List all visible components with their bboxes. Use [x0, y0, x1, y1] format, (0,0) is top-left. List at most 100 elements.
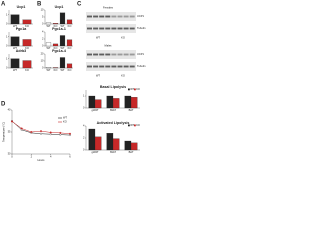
bar	[66, 63, 73, 69]
y-tick-label: 2	[83, 136, 85, 140]
page: {"panel_labels": ["A", "B", "C", "D"], "…	[1, 1, 146, 163]
legend-swatch	[134, 88, 136, 91]
x-tick-label: KO	[54, 46, 58, 50]
chart-title: Pgc1a	[16, 27, 28, 31]
point	[40, 132, 42, 135]
bar	[124, 95, 132, 109]
point	[20, 127, 23, 130]
bar	[59, 35, 66, 47]
bar	[66, 19, 73, 25]
bar	[112, 138, 120, 151]
legend-swatch	[134, 124, 136, 127]
point	[30, 131, 33, 133]
blot-band	[129, 15, 135, 18]
x-tick-label: KO	[25, 46, 29, 50]
x-tick-label: WT	[60, 68, 64, 72]
band-label: Tubulin	[137, 26, 146, 30]
blot-band	[93, 65, 99, 68]
panel-label: C	[77, 2, 82, 8]
bar	[59, 57, 66, 69]
y-tick-label: 20	[41, 52, 44, 56]
blot-band	[93, 53, 99, 56]
lane-label: WT	[96, 36, 100, 40]
lane-label: WT	[96, 74, 100, 78]
blot-band	[99, 15, 105, 18]
y-tick-label: 4	[83, 124, 85, 128]
point	[11, 120, 13, 123]
blot-band	[129, 27, 135, 30]
bar	[124, 140, 132, 151]
bar	[45, 67, 52, 69]
blot-band	[129, 53, 135, 56]
x-tick-label: WT	[60, 24, 64, 28]
point	[49, 131, 52, 134]
y-tick-label: 10	[41, 59, 44, 63]
y-tick-label: 0	[42, 66, 44, 70]
y-tick-label: 4	[42, 30, 44, 34]
x-tick-label: KO	[68, 68, 72, 72]
bar	[88, 95, 96, 109]
blot-band	[117, 15, 123, 18]
x-tick-label: iWAT	[110, 150, 116, 154]
legend-label: WT	[130, 123, 134, 127]
blot-group-label: Females	[103, 6, 114, 10]
y-tick-label: 0	[6, 66, 8, 70]
chart-title: Basal Lipolysis	[100, 85, 126, 89]
bar	[45, 42, 52, 47]
point	[49, 133, 52, 136]
x-tick-label: BAT	[129, 108, 134, 112]
blot-band	[117, 53, 123, 56]
y-tick-label: 0	[83, 106, 85, 110]
y-tick-label: 40	[8, 108, 11, 112]
blot-band	[105, 15, 111, 18]
x-tick-label: WT	[13, 24, 17, 28]
blot-band	[99, 53, 105, 56]
y-tick-label: 5	[42, 15, 44, 19]
bar	[22, 19, 32, 25]
x-tick-label: 2	[31, 154, 33, 158]
y-tick-label: 0	[42, 22, 44, 26]
blot-band	[117, 27, 123, 30]
legend-label: KO	[136, 123, 140, 127]
blot-band	[117, 65, 123, 68]
x-tick-label: 4	[50, 154, 52, 158]
y-tick-label: 0	[83, 148, 85, 152]
legend-swatch	[128, 124, 130, 127]
x-tick-label: KO	[68, 24, 72, 28]
y-tick-label: 2	[42, 37, 44, 41]
blot-background	[86, 62, 136, 71]
point	[59, 133, 62, 136]
legend-label: WT	[130, 87, 134, 91]
point	[40, 130, 42, 133]
bar	[112, 98, 120, 109]
point	[59, 131, 62, 134]
x-axis-label: Hours	[38, 158, 46, 162]
bar	[52, 23, 59, 25]
bar	[66, 39, 73, 47]
blot-background	[86, 12, 136, 21]
blot-band	[87, 15, 92, 18]
y-tick-label: 1	[6, 12, 8, 16]
bar	[10, 58, 20, 69]
blot-band	[111, 27, 117, 30]
x-tick-label: KO	[25, 24, 29, 28]
bar	[45, 22, 52, 25]
blot-background	[86, 24, 136, 33]
blot-band	[123, 27, 129, 30]
bar	[10, 36, 20, 47]
x-tick-label: WT	[46, 24, 50, 28]
blot-band	[111, 65, 117, 68]
bar	[52, 43, 59, 47]
chart-title: Pgc1a-4	[52, 49, 66, 53]
x-tick-label: BAT	[129, 150, 134, 154]
blot-band	[111, 15, 117, 18]
blot-band	[129, 65, 135, 68]
x-tick-label: gWAT	[92, 108, 99, 112]
x-tick-label: WT	[46, 68, 50, 72]
y-axis-label: Temperature (°C)	[2, 122, 6, 142]
legend-label: WT	[63, 116, 67, 120]
x-tick-label: KO	[54, 24, 58, 28]
y-tick-label: 0	[42, 44, 44, 48]
lane-label: KO	[121, 74, 125, 78]
